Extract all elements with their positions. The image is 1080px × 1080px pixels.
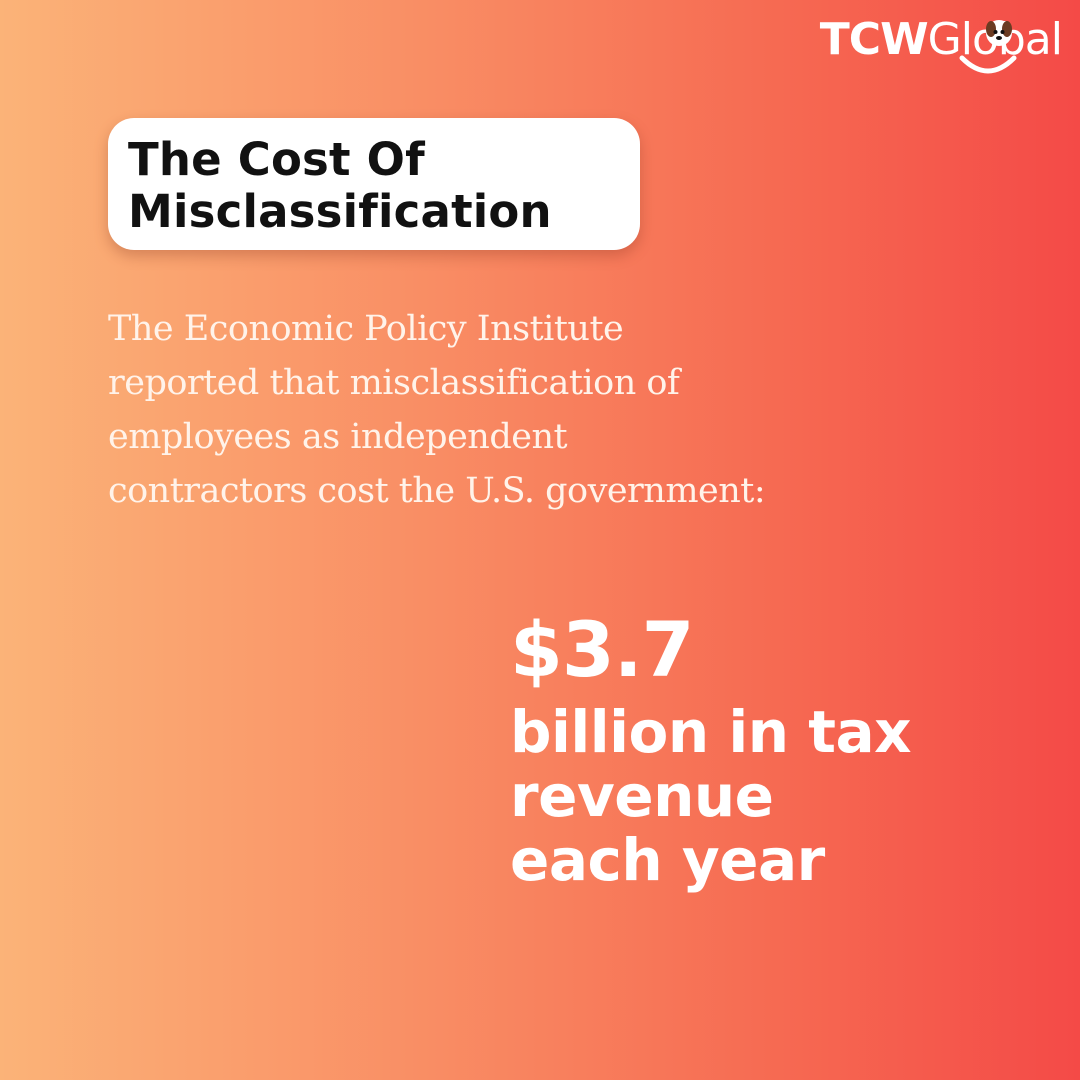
title-line-1: The Cost Of [128,133,425,186]
logo-smile-icon [959,55,1017,74]
logo-wordmark-tcw: TCW [819,14,929,65]
intro-line-4: contractors cost the U.S. government: [108,471,766,511]
brand-logo: TCW Global [819,12,1063,82]
page-title: The Cost Of Misclassification [128,134,618,238]
title-card: The Cost Of Misclassification [108,118,640,250]
stat-line-1: billion in tax [510,698,912,766]
stat-line-2: revenue [510,762,774,830]
intro-paragraph: The Economic Policy Institute reported t… [108,302,928,518]
stat-amount: $3.7 [510,605,695,694]
intro-line-3: employees as independent [108,417,568,457]
intro-line-1: The Economic Policy Institute [108,309,624,349]
intro-line-2: reported that misclassification of [108,363,680,403]
stat-block: $3.7 billion in tax revenue each year [510,600,912,894]
dog-mascot-icon [985,20,1012,46]
stat-line-3: each year [510,826,825,894]
title-line-2: Misclassification [128,185,552,238]
